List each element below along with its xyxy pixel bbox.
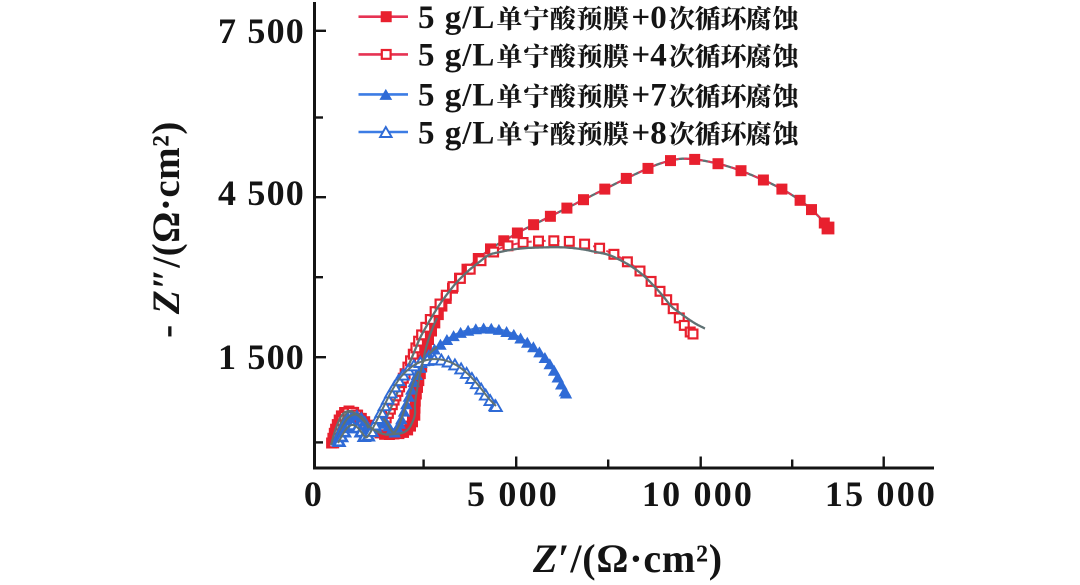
svg-text:0: 0 xyxy=(304,474,324,514)
svg-text:7 500: 7 500 xyxy=(218,11,305,51)
svg-text:1 500: 1 500 xyxy=(218,337,305,377)
svg-text:+7: +7 xyxy=(631,78,666,114)
svg-text:+8: +8 xyxy=(631,115,666,151)
svg-text:5 g/L: 5 g/L xyxy=(418,78,495,114)
svg-text:5 g/L: 5 g/L xyxy=(418,38,495,74)
svg-text:- Z″/(Ω·cm²): - Z″/(Ω·cm²) xyxy=(145,121,188,338)
svg-text:15 000: 15 000 xyxy=(825,474,937,514)
svg-text:10 000: 10 000 xyxy=(642,474,754,514)
svg-text:5 g/L: 5 g/L xyxy=(418,115,495,151)
svg-text:+0: +0 xyxy=(631,0,666,36)
svg-text:Z′/(Ω·cm²): Z′/(Ω·cm²) xyxy=(532,536,723,581)
svg-text:5 000: 5 000 xyxy=(467,474,559,514)
svg-text:4 500: 4 500 xyxy=(218,173,305,213)
svg-text:5 g/L: 5 g/L xyxy=(418,0,495,36)
svg-text:+4: +4 xyxy=(631,38,666,74)
